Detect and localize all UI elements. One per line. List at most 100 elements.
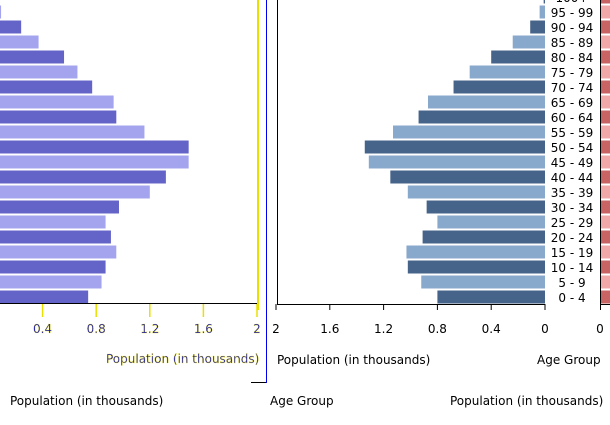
third-panel-bar: [601, 5, 610, 19]
third-panel-bars: [601, 0, 610, 304]
right-bar-70-74: [453, 80, 545, 94]
left-bar-60-64: [0, 110, 117, 124]
left-bar-50-54: [0, 140, 189, 154]
third-panel-bar: [601, 170, 610, 184]
third-panel-bar: [601, 230, 610, 244]
left-bar-35-39: [0, 185, 150, 199]
right-x-axis-label: Population (in thousands): [277, 353, 430, 367]
left-bar-95-99: [0, 5, 2, 19]
age-group-label: 20 - 24: [551, 231, 594, 245]
age-group-label: 85 - 89: [551, 36, 594, 50]
age-group-label: 10 - 14: [551, 261, 594, 275]
right-bar-75-79: [469, 65, 545, 79]
age-group-label: 15 - 19: [551, 246, 594, 260]
right-age-group-label: Age Group: [537, 353, 601, 367]
right-bar-80-84: [491, 50, 545, 64]
third-panel-bar: [601, 125, 610, 139]
third-panel-bar: [601, 35, 610, 49]
third-panel-bar: [601, 260, 610, 274]
middle-age-group-label: Age Group: [270, 394, 334, 408]
right-bar-65-69: [427, 95, 545, 109]
right-tick-label: 0.8: [428, 322, 447, 336]
third-panel-bar: [601, 215, 610, 229]
left-bar-65-69: [0, 95, 114, 109]
third-panel-bar: [601, 245, 610, 259]
age-group-label: 55 - 59: [551, 126, 594, 140]
left-bar-85-89: [0, 35, 39, 49]
left-bar-0-4: [0, 290, 89, 304]
right-bar-45-49: [368, 155, 545, 169]
age-group-label: 90 - 94: [551, 21, 594, 35]
left-bar-10-14: [0, 260, 106, 274]
third-panel-bar: [601, 50, 610, 64]
left-bar-75-79: [0, 65, 78, 79]
right-bar-85-89: [512, 35, 545, 49]
third-panel-bar: [601, 140, 610, 154]
age-group-label: 95 - 99: [551, 6, 594, 20]
third-panel-bar: [601, 65, 610, 79]
left-x-ticks: 0.4 0.8 1.2 1.6 2: [33, 304, 261, 336]
left-bar-45-49: [0, 155, 189, 169]
third-panel-bar: [601, 95, 610, 109]
age-group-label: 35 - 39: [551, 186, 594, 200]
right-bar-40-44: [390, 170, 545, 184]
left-tick-label: 0.4: [33, 322, 52, 336]
left-bar-25-29: [0, 215, 106, 229]
age-group-label: 65 - 69: [551, 96, 594, 110]
age-group-label: 0 - 4: [558, 291, 585, 305]
left-tick-label: 0.8: [87, 322, 106, 336]
left-x-axis-label: Population (in thousands): [106, 352, 259, 366]
right-x-ticks: 2 1.6 1.2 0.8 0.4 0: [272, 304, 549, 336]
age-group-label: 50 - 54: [551, 141, 594, 155]
right-bar-60-64: [418, 110, 545, 124]
left-bar-15-19: [0, 245, 117, 259]
right-tick-label: 0: [541, 322, 549, 336]
left-bar-90-94: [0, 20, 22, 34]
right-tick-label: 1.6: [320, 322, 339, 336]
right-tick-label: 2: [272, 322, 280, 336]
left-tick-label: 1.2: [140, 322, 159, 336]
right-bar-50-54: [364, 140, 545, 154]
age-group-label: 100+: [556, 0, 589, 5]
right-bar-90-94: [530, 20, 545, 34]
age-group-label: 80 - 84: [551, 51, 594, 65]
third-panel-bar: [601, 110, 610, 124]
right-bar-0-4: [437, 290, 545, 304]
left-bar-70-74: [0, 80, 93, 94]
left-bars: [0, 5, 189, 304]
third-panel-bar: [601, 200, 610, 214]
left-bar-40-44: [0, 170, 166, 184]
age-group-label: 70 - 74: [551, 81, 594, 95]
right-bar-30-34: [426, 200, 545, 214]
third-panel-bar: [601, 20, 610, 34]
right-bar-25-29: [437, 215, 545, 229]
right-bar-35-39: [407, 185, 545, 199]
left-bar-80-84: [0, 50, 65, 64]
age-group-label: 5 - 9: [558, 276, 585, 290]
left-bar-30-34: [0, 200, 119, 214]
left-bar-5-9: [0, 275, 102, 289]
third-panel-bar: [601, 0, 610, 4]
right-bar-95-99: [539, 5, 545, 19]
left-tick-label: 2: [253, 322, 261, 336]
bottom-left-x-axis-label: Population (in thousands): [10, 394, 163, 408]
age-group-label: 30 - 34: [551, 201, 594, 215]
left-tick-label: 1.6: [194, 322, 213, 336]
right-bar-20-24: [422, 230, 545, 244]
bottom-right-x-axis-label: Population (in thousands): [450, 394, 603, 408]
age-group-label: 60 - 64: [551, 111, 594, 125]
right-bar-5-9: [421, 275, 545, 289]
third-panel-tick-label: 0: [596, 322, 604, 336]
right-tick-label: 1.2: [374, 322, 393, 336]
age-group-label: 40 - 44: [551, 171, 594, 185]
age-group-label: 45 - 49: [551, 156, 594, 170]
third-panel-bar: [601, 80, 610, 94]
right-bar-15-19: [406, 245, 545, 259]
third-panel-bar: [601, 275, 610, 289]
right-bars: [364, 0, 545, 304]
right-bar-10-14: [407, 260, 545, 274]
age-group-label: 25 - 29: [551, 216, 594, 230]
right-tick-label: 0.4: [482, 322, 501, 336]
